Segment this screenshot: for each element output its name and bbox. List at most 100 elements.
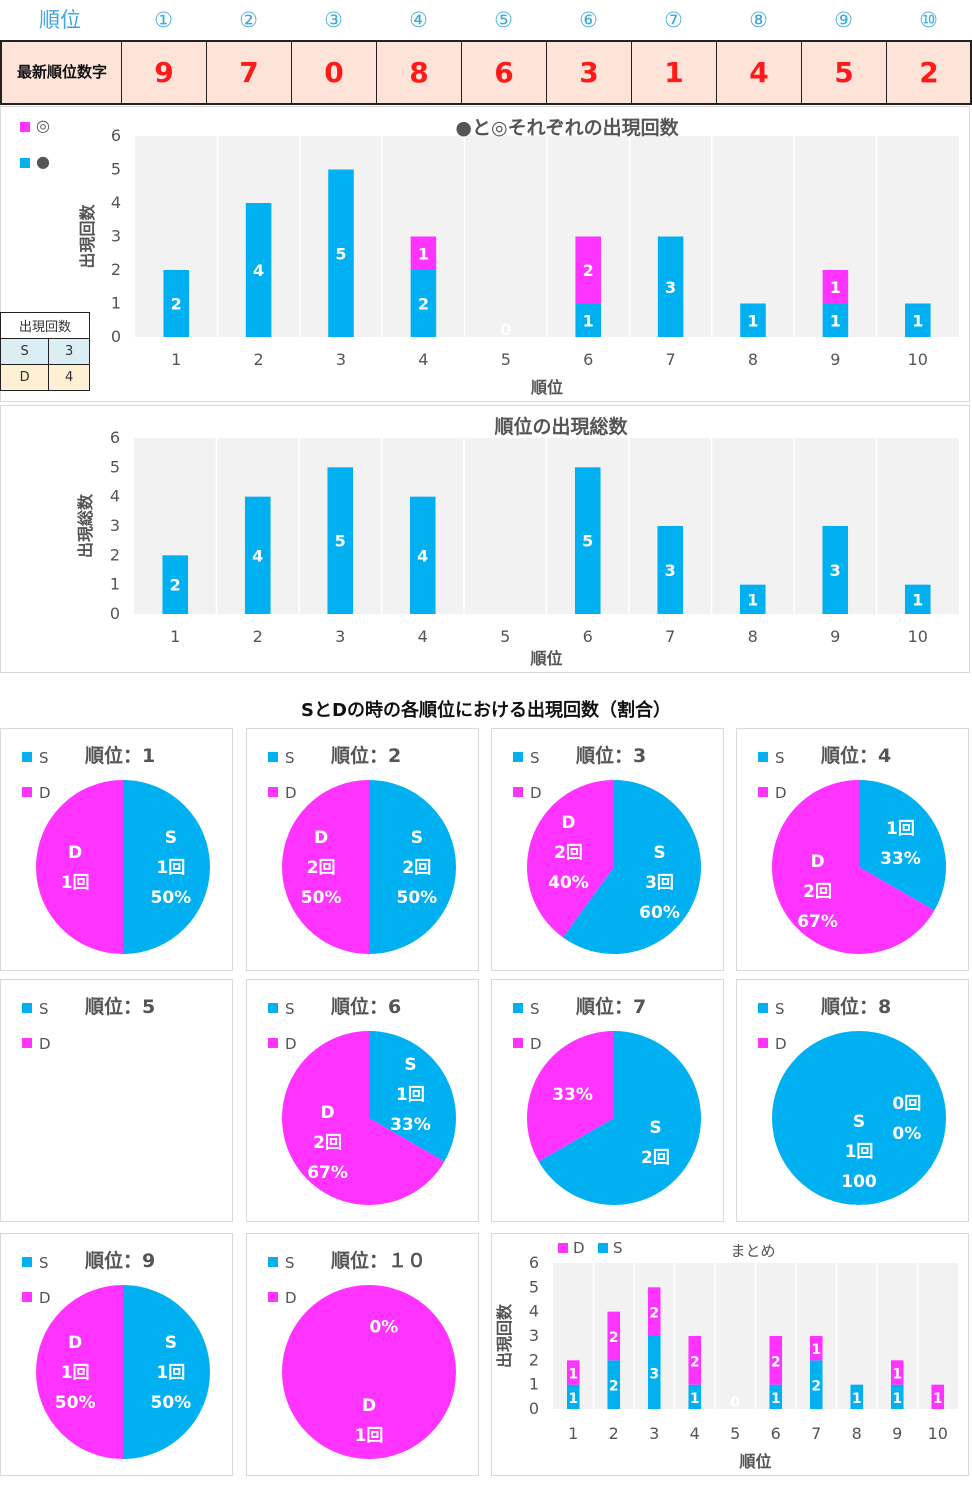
- rank-header-6: ⑥: [579, 8, 598, 32]
- bar-data-label: 3: [665, 278, 676, 297]
- bar-data-label: 2: [609, 1330, 619, 1346]
- pie-label-s: 1回: [156, 1363, 185, 1383]
- x-axis-title: 順位: [529, 649, 562, 668]
- legend-d-label: D: [573, 1239, 585, 1257]
- legend-s-label: S: [530, 749, 540, 767]
- x-tick-label: 9: [830, 350, 840, 369]
- legend-s-swatch: [22, 1257, 32, 1267]
- y-tick-label: 0: [529, 1399, 539, 1418]
- x-tick-label: 9: [892, 1424, 902, 1443]
- legend-d-swatch: [22, 787, 32, 797]
- x-tick-label: 7: [665, 627, 675, 646]
- pie-label-d: D: [320, 1103, 334, 1123]
- pie-panel: 順位：1 S D S 1回 50% D 1回: [0, 728, 233, 971]
- bar: [575, 303, 601, 337]
- bar: [809, 1360, 823, 1409]
- bar: [327, 467, 354, 614]
- bar: [575, 236, 601, 304]
- legend-s-label: S: [530, 1000, 540, 1018]
- pie-slice-d: [772, 780, 935, 954]
- legend-d-swatch: [513, 1038, 523, 1048]
- bar: [822, 270, 849, 304]
- bar: [607, 1311, 621, 1361]
- legend-d-label: D: [775, 784, 787, 802]
- counts-table-s-value: 3: [48, 338, 90, 365]
- y-axis-title: 出現総数: [76, 493, 95, 558]
- pie-panel: 順位：8 S D S 1回 100% 0回 0%: [736, 979, 969, 1222]
- counts-table-title: 出現回数: [0, 312, 90, 339]
- pie-title: 順位：1: [85, 744, 155, 767]
- y-tick-label: 2: [111, 260, 121, 279]
- pie-label-s: S: [649, 1118, 661, 1138]
- pie-label-d: 67%: [797, 912, 838, 932]
- x-tick-label: 1: [568, 1424, 578, 1443]
- bar: [574, 467, 601, 614]
- bar-data-label: 1: [568, 1391, 578, 1407]
- x-tick-label: 8: [748, 350, 758, 369]
- pie-title: 順位：8: [821, 995, 891, 1018]
- bar-data-label: 1: [912, 311, 923, 330]
- bar: [769, 1384, 783, 1409]
- bar: [739, 584, 766, 614]
- legend-s-label: S: [285, 1000, 295, 1018]
- legend-s-label: S: [39, 1254, 49, 1272]
- pie-label-s: S: [411, 828, 423, 848]
- bar-data-label: 1: [912, 590, 923, 609]
- legend-s-swatch: [513, 1003, 523, 1013]
- pie-slice-s: [538, 1031, 701, 1205]
- legend-s-swatch: [268, 1003, 278, 1013]
- pie-section-title: SとDの時の各順位における出現回数（割合）: [301, 700, 671, 721]
- bar-data-label: 1: [933, 1391, 943, 1407]
- legend-s-swatch: [20, 157, 30, 168]
- bar-data-label: 1: [811, 1342, 821, 1358]
- bar-data-label: 1: [771, 1391, 781, 1407]
- y-tick-label: 1: [529, 1375, 539, 1394]
- bar: [647, 1336, 661, 1409]
- pie-label-s: S: [653, 843, 665, 863]
- x-tick-label: 3: [649, 1424, 659, 1443]
- bar-data-label: 1: [568, 1367, 578, 1383]
- bar-data-label: 1: [830, 311, 841, 330]
- x-axis-title: 順位: [738, 1452, 771, 1471]
- bar-data-label: 2: [583, 261, 594, 280]
- bar: [244, 496, 271, 614]
- bar-data-label: 2: [649, 1306, 659, 1322]
- bar-data-label: 5: [582, 532, 593, 551]
- bar-data-label: 1: [892, 1367, 902, 1383]
- bar: [890, 1384, 904, 1409]
- pie-title: 順位：2: [331, 744, 401, 767]
- pie-label-s: 3回: [645, 873, 674, 893]
- legend-s-label: ●: [36, 152, 50, 171]
- latest-digit-8: 4: [716, 42, 801, 103]
- chart-panel-summary: 012345612345678910112232120122111101まとめ順…: [491, 1233, 969, 1476]
- x-tick-label: 10: [908, 350, 928, 369]
- bar-data-label: 1: [583, 311, 594, 330]
- rank-header-1: ①: [154, 8, 173, 32]
- pie-label-d: D: [561, 813, 575, 833]
- chart-panel-total: 0 1 2 3 4 5 6 1 2 3 4 5 6 7 8 9 10 2 4 5 4 5 3 1 3 1 順位の出現総数 順位 出現総数: [0, 405, 970, 673]
- pie-label-d: 67%: [307, 1163, 348, 1183]
- bar: [245, 203, 272, 337]
- legend-s-swatch: [758, 752, 768, 762]
- x-tick-label: 5: [730, 1424, 740, 1443]
- pie-slice-d: [282, 1285, 456, 1459]
- bar-data-label: 1: [690, 1391, 700, 1407]
- x-tick-label: 10: [908, 627, 928, 646]
- bar-data-label: 0: [730, 1395, 740, 1411]
- pie-slice-s: [123, 780, 210, 954]
- bar-data-label: 3: [830, 561, 841, 580]
- pie-label-d: 0%: [892, 1124, 921, 1144]
- legend-d-label: D: [285, 1289, 297, 1307]
- legend-d-label: D: [39, 1289, 51, 1307]
- latest-digit-2: 7: [206, 42, 291, 103]
- x-tick-label: 6: [771, 1424, 781, 1443]
- x-tick-label: 7: [811, 1424, 821, 1443]
- bar: [410, 270, 437, 337]
- pie-title: 順位：4: [821, 744, 891, 767]
- pie-label-d: D: [810, 852, 824, 872]
- pie-label-s: 1回: [396, 1085, 425, 1105]
- bar: [822, 303, 849, 337]
